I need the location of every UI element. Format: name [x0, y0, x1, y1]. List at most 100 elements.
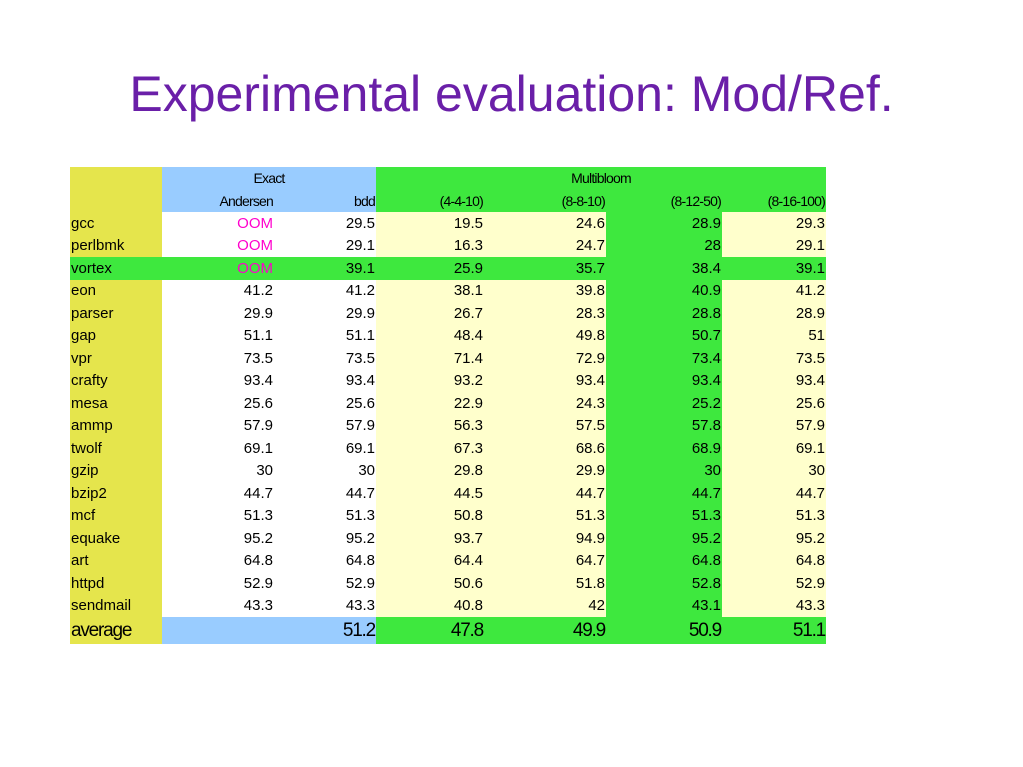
cell-8-16-100: 57.9 [722, 414, 827, 437]
cell-andersen: 30 [162, 459, 274, 482]
cell-8-12-50: 43.1 [606, 594, 723, 617]
row-name-cell: crafty [70, 369, 162, 392]
row-name-cell: httpd [70, 572, 162, 595]
cell-8-16-100: 52.9 [722, 572, 827, 595]
table-row: mesa 25.6 25.6 22.9 24.3 25.2 25.6 [70, 392, 827, 415]
cell-4-4-10: 22.9 [376, 392, 485, 415]
group-header-row: Exact Multibloom [70, 167, 827, 190]
row-name-cell: eon [70, 279, 162, 302]
cell-8-8-10: 51.8 [484, 572, 607, 595]
cell-andersen: 29.9 [162, 302, 274, 325]
cell-4-4-10: 19.5 [376, 212, 485, 235]
cell-8-12-50: 38.4 [606, 257, 723, 280]
row-name-cell: sendmail [70, 594, 162, 617]
row-name-cell: vortex [70, 257, 162, 280]
table-row: crafty 93.4 93.4 93.2 93.4 93.4 93.4 [70, 369, 827, 392]
table-row: bzip2 44.7 44.7 44.5 44.7 44.7 44.7 [70, 482, 827, 505]
cell-8-12-50: 95.2 [606, 527, 723, 550]
cell-8-8-10: 24.7 [484, 234, 607, 257]
cell-4-4-10: 16.3 [376, 234, 485, 257]
row-name-cell: parser [70, 302, 162, 325]
cell-andersen: 95.2 [162, 527, 274, 550]
cell-8-12-50: 28.9 [606, 212, 723, 235]
cell-andersen: 43.3 [162, 594, 274, 617]
cell-8-8-10: 93.4 [484, 369, 607, 392]
cell-8-12-50: 57.8 [606, 414, 723, 437]
cell-8-8-10: 44.7 [484, 482, 607, 505]
cell-bdd: 30 [274, 459, 377, 482]
average-8-8-10: 49.9 [484, 617, 607, 644]
cell-4-4-10: 48.4 [376, 324, 485, 347]
row-name-cell: equake [70, 527, 162, 550]
cell-8-12-50: 73.4 [606, 347, 723, 370]
cell-8-8-10: 64.7 [484, 549, 607, 572]
cell-8-16-100: 29.1 [722, 234, 827, 257]
cell-andersen: 64.8 [162, 549, 274, 572]
table-row: mcf 51.3 51.3 50.8 51.3 51.3 51.3 [70, 504, 827, 527]
column-header-andersen: Andersen [162, 189, 274, 212]
cell-8-16-100: 95.2 [722, 527, 827, 550]
cell-bdd: 64.8 [274, 549, 377, 572]
cell-8-8-10: 39.8 [484, 279, 607, 302]
cell-8-16-100: 93.4 [722, 369, 827, 392]
table-row: vpr 73.5 73.5 71.4 72.9 73.4 73.5 [70, 347, 827, 370]
cell-4-4-10: 25.9 [376, 257, 485, 280]
group-header-multibloom: Multibloom [376, 167, 827, 190]
table-row: perlbmk OOM 29.1 16.3 24.7 28 29.1 [70, 234, 827, 257]
average-andersen [162, 617, 274, 644]
cell-4-4-10: 50.6 [376, 572, 485, 595]
cell-bdd: 93.4 [274, 369, 377, 392]
cell-8-12-50: 40.9 [606, 279, 723, 302]
cell-8-8-10: 72.9 [484, 347, 607, 370]
cell-bdd: 95.2 [274, 527, 377, 550]
cell-8-8-10: 24.3 [484, 392, 607, 415]
table-row: sendmail 43.3 43.3 40.8 42 43.1 43.3 [70, 594, 827, 617]
cell-andersen: 51.3 [162, 504, 274, 527]
cell-8-8-10: 29.9 [484, 459, 607, 482]
cell-andersen: OOM [162, 212, 274, 235]
cell-4-4-10: 93.7 [376, 527, 485, 550]
cell-bdd: 29.9 [274, 302, 377, 325]
cell-bdd: 39.1 [274, 257, 377, 280]
cell-8-12-50: 28.8 [606, 302, 723, 325]
column-header-row: Andersen bdd (4-4-10) (8-8-10) (8-12-50)… [70, 189, 827, 212]
cell-8-8-10: 57.5 [484, 414, 607, 437]
cell-bdd: 29.1 [274, 234, 377, 257]
column-header-8-16-100: (8-16-100) [722, 189, 827, 212]
cell-8-8-10: 51.3 [484, 504, 607, 527]
cell-8-12-50: 64.8 [606, 549, 723, 572]
cell-8-16-100: 73.5 [722, 347, 827, 370]
column-header-8-8-10: (8-8-10) [484, 189, 607, 212]
row-name-cell: gzip [70, 459, 162, 482]
slide-title: Experimental evaluation: Mod/Ref. [129, 66, 894, 122]
cell-4-4-10: 64.4 [376, 549, 485, 572]
corner-cell [70, 189, 162, 212]
column-header-bdd: bdd [274, 189, 377, 212]
table-row: gap 51.1 51.1 48.4 49.8 50.7 51 [70, 324, 827, 347]
cell-4-4-10: 44.5 [376, 482, 485, 505]
results-table: Exact Multibloom Andersen bdd (4-4-10) (… [70, 167, 827, 644]
column-header-8-12-50: (8-12-50) [606, 189, 723, 212]
cell-8-12-50: 51.3 [606, 504, 723, 527]
row-name-cell: mesa [70, 392, 162, 415]
cell-4-4-10: 29.8 [376, 459, 485, 482]
cell-andersen: 51.1 [162, 324, 274, 347]
table-row: gzip 30 30 29.8 29.9 30 30 [70, 459, 827, 482]
row-name-cell: twolf [70, 437, 162, 460]
corner-cell [70, 167, 162, 190]
cell-8-16-100: 44.7 [722, 482, 827, 505]
cell-8-16-100: 51.3 [722, 504, 827, 527]
table-row: equake 95.2 95.2 93.7 94.9 95.2 95.2 [70, 527, 827, 550]
cell-andersen: 93.4 [162, 369, 274, 392]
table-row: httpd 52.9 52.9 50.6 51.8 52.8 52.9 [70, 572, 827, 595]
group-header-exact: Exact [162, 167, 377, 190]
table-row: vortex OOM 39.1 25.9 35.7 38.4 39.1 [70, 257, 827, 280]
cell-8-12-50: 44.7 [606, 482, 723, 505]
cell-8-16-100: 69.1 [722, 437, 827, 460]
cell-4-4-10: 71.4 [376, 347, 485, 370]
cell-4-4-10: 56.3 [376, 414, 485, 437]
cell-andersen: 69.1 [162, 437, 274, 460]
cell-4-4-10: 38.1 [376, 279, 485, 302]
cell-bdd: 51.1 [274, 324, 377, 347]
table-row: gcc OOM 29.5 19.5 24.6 28.9 29.3 [70, 212, 827, 235]
